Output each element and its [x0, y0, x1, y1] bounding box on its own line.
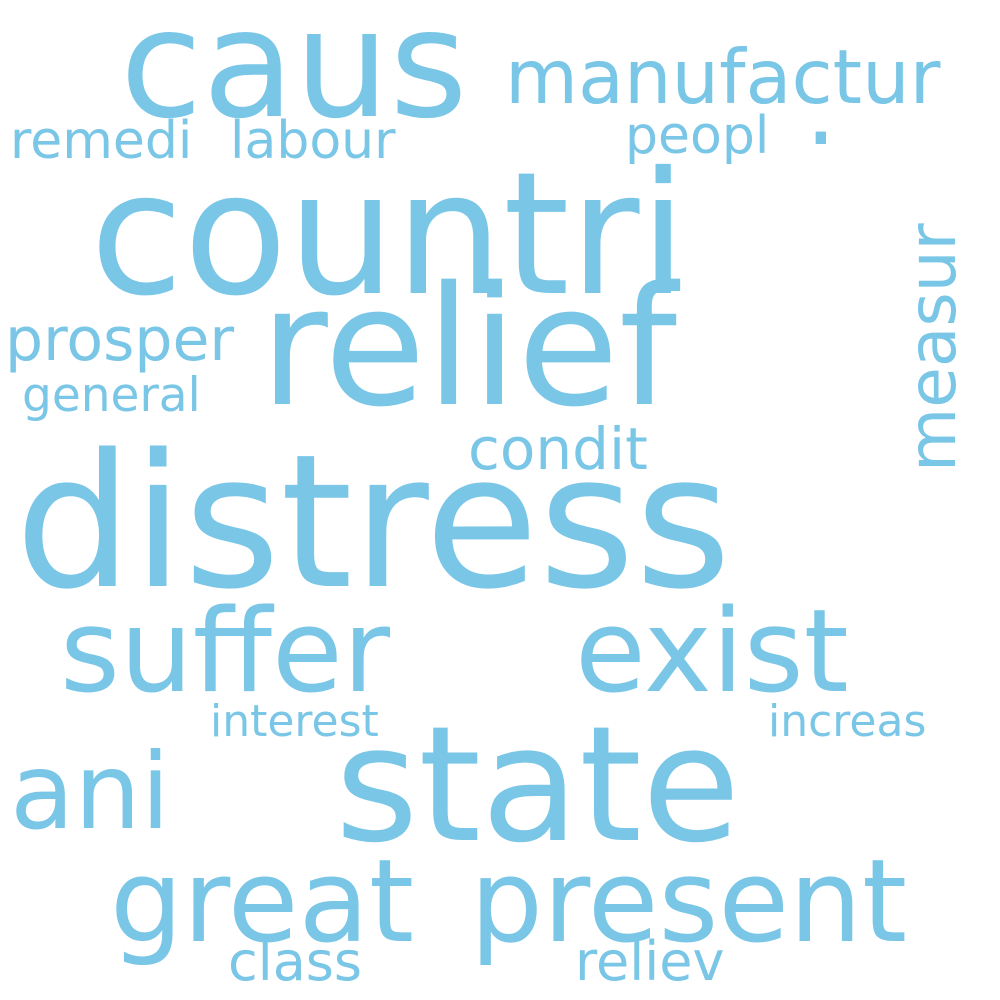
word-peopl: peopl [625, 106, 770, 166]
word-present: present [470, 835, 908, 969]
word-condit: condit [468, 415, 648, 483]
word-state: state [335, 691, 741, 878]
word-relief: relief [260, 251, 678, 443]
word-class: class [228, 930, 363, 993]
word-dot: . [805, 51, 837, 168]
word-exist: exist [575, 585, 849, 719]
word-great: great [110, 835, 415, 969]
word-prosper: prosper [5, 305, 235, 375]
word-general: general [22, 368, 201, 423]
word-measur: measur [894, 223, 971, 472]
word-increas: increas [768, 696, 927, 747]
word-distress: distress [15, 414, 732, 630]
word-manufactur: manufactur [505, 33, 941, 121]
word-caus: caus [120, 0, 468, 152]
word-suffer: suffer [60, 585, 391, 719]
word-countri: countri [90, 136, 687, 334]
word-ani: ani [10, 731, 171, 853]
word-remedi: remedi [10, 111, 193, 171]
word-labour: labour [230, 111, 396, 171]
word-reliev: reliev [575, 930, 725, 993]
word-interest: interest [210, 696, 379, 747]
